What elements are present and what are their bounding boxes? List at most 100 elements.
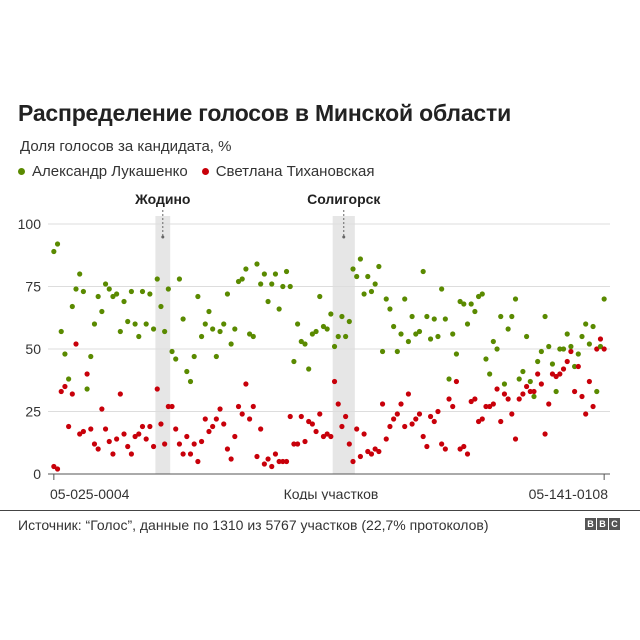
point-lukashenko: [235, 278, 242, 285]
point-lukashenko: [280, 283, 286, 290]
point-lukashenko: [258, 281, 264, 287]
legend-dot-lukashenko: [18, 168, 25, 175]
point-tikhanovskaya: [195, 458, 201, 465]
point-lukashenko: [224, 291, 231, 297]
point-lukashenko: [416, 328, 423, 335]
point-tikhanovskaya: [69, 391, 75, 397]
point-lukashenko: [494, 346, 500, 352]
point-lukashenko: [51, 248, 57, 255]
point-lukashenko: [132, 321, 138, 327]
point-tikhanovskaya: [298, 413, 304, 420]
point-lukashenko: [572, 363, 578, 370]
point-lukashenko: [439, 286, 445, 292]
point-tikhanovskaya: [439, 441, 445, 447]
point-lukashenko: [560, 346, 567, 352]
point-lukashenko: [73, 286, 79, 292]
point-lukashenko: [549, 361, 556, 367]
point-lukashenko: [586, 341, 592, 347]
point-tikhanovskaya: [583, 411, 589, 417]
point-tikhanovskaya: [435, 408, 441, 415]
point-lukashenko: [143, 321, 149, 327]
point-lukashenko: [176, 276, 183, 282]
point-tikhanovskaya: [269, 463, 275, 470]
point-lukashenko: [102, 281, 109, 287]
bbc-logo-b2: B: [597, 518, 608, 530]
point-tikhanovskaya: [416, 411, 423, 417]
point-lukashenko: [276, 306, 282, 312]
point-lukashenko: [568, 343, 574, 350]
point-tikhanovskaya: [568, 348, 574, 355]
point-tikhanovskaya: [143, 436, 149, 442]
point-tikhanovskaya: [523, 383, 530, 390]
point-tikhanovskaya: [427, 413, 434, 420]
point-tikhanovskaya: [542, 431, 548, 437]
point-tikhanovskaya: [198, 438, 205, 445]
point-tikhanovskaya: [258, 426, 264, 432]
point-tikhanovskaya: [394, 411, 400, 417]
point-tikhanovskaya: [420, 433, 426, 440]
point-lukashenko: [394, 348, 400, 355]
point-lukashenko: [446, 376, 452, 382]
point-tikhanovskaya: [62, 383, 68, 390]
point-tikhanovskaya: [169, 403, 175, 410]
point-lukashenko: [361, 291, 367, 297]
point-lukashenko: [217, 328, 223, 335]
point-tikhanovskaya: [132, 433, 138, 440]
point-tikhanovskaya: [398, 401, 404, 407]
point-tikhanovskaya: [575, 363, 581, 370]
point-tikhanovskaya: [73, 341, 79, 347]
x-axis-label: Коды участков: [284, 486, 379, 500]
point-lukashenko: [464, 321, 471, 327]
point-lukashenko: [232, 326, 238, 332]
point-lukashenko: [210, 326, 216, 332]
point-tikhanovskaya: [479, 416, 485, 422]
point-lukashenko: [450, 331, 456, 337]
point-tikhanovskaya: [217, 406, 223, 412]
point-lukashenko: [88, 353, 94, 360]
point-tikhanovskaya: [106, 438, 112, 445]
point-lukashenko: [457, 298, 463, 305]
point-tikhanovskaya: [202, 416, 208, 422]
point-lukashenko: [295, 321, 301, 327]
point-lukashenko: [350, 266, 356, 272]
point-lukashenko: [383, 296, 389, 302]
point-lukashenko: [398, 331, 404, 337]
point-lukashenko: [498, 313, 504, 320]
point-lukashenko: [221, 321, 227, 327]
point-tikhanovskaya: [413, 416, 419, 422]
y-tick-label-75: 75: [25, 279, 41, 295]
point-tikhanovskaya: [490, 401, 496, 407]
point-lukashenko: [202, 321, 208, 327]
bbc-logo-b1: B: [585, 518, 596, 530]
point-tikhanovskaya: [187, 451, 194, 457]
point-tikhanovskaya: [88, 426, 94, 432]
point-lukashenko: [254, 261, 260, 267]
point-tikhanovskaya: [306, 418, 312, 425]
point-tikhanovskaya: [261, 461, 267, 467]
point-lukashenko: [265, 298, 271, 305]
point-tikhanovskaya: [590, 403, 596, 410]
point-lukashenko: [173, 356, 179, 362]
point-tikhanovskaya: [191, 441, 197, 447]
highlight-band-1: [332, 216, 355, 474]
point-tikhanovskaya: [350, 458, 356, 465]
point-lukashenko: [147, 291, 153, 297]
point-lukashenko: [302, 341, 308, 347]
point-tikhanovskaya: [295, 441, 301, 447]
point-lukashenko: [139, 288, 146, 295]
point-lukashenko: [387, 306, 393, 312]
point-tikhanovskaya: [206, 428, 212, 435]
y-tick-label-100: 100: [18, 216, 42, 232]
point-tikhanovskaya: [535, 371, 541, 377]
point-tikhanovskaya: [239, 411, 245, 417]
point-tikhanovskaya: [361, 431, 367, 437]
point-lukashenko: [354, 273, 360, 280]
point-lukashenko: [420, 268, 426, 275]
point-lukashenko: [184, 368, 190, 375]
point-lukashenko: [54, 241, 61, 247]
point-tikhanovskaya: [95, 446, 101, 452]
point-lukashenko: [99, 308, 105, 315]
bbc-logo-c: C: [609, 518, 620, 530]
point-tikhanovskaya: [339, 423, 345, 430]
point-tikhanovskaya: [402, 423, 408, 430]
